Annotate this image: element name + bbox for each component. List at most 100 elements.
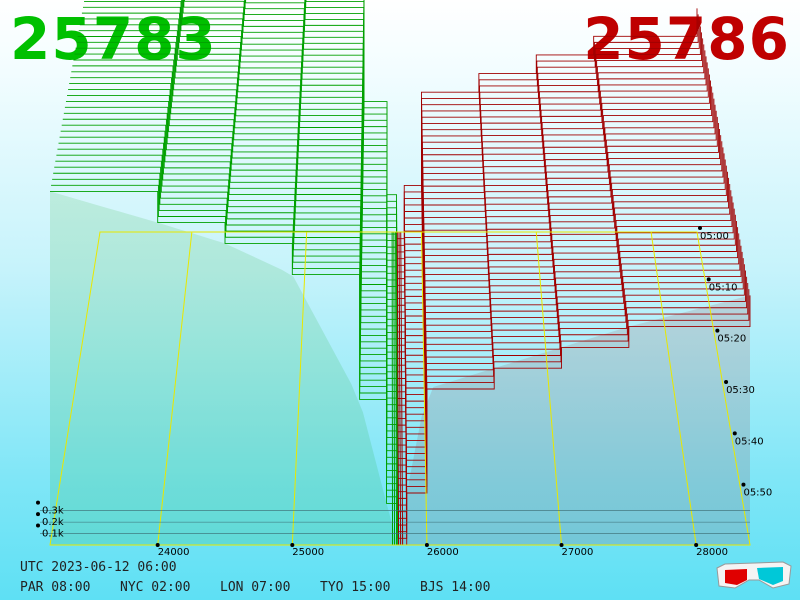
x-tick-dot: [155, 543, 160, 547]
spread-spine: [400, 231, 404, 546]
3d-glasses-icon[interactable]: [713, 560, 793, 592]
ask-depth-line: [397, 92, 714, 326]
time-tick-dot: [715, 328, 720, 333]
time-tick-label: 05:10: [709, 282, 738, 293]
ask-depth-line: [397, 50, 706, 280]
ask-depth-line: [397, 56, 707, 286]
ask-depth-line: [397, 165, 727, 406]
ask-depth-line: [397, 220, 737, 466]
zone-tyo: TYO 15:00: [320, 580, 391, 595]
time-tick-dot: [724, 379, 729, 384]
zone-nyc: NYC 02:00: [120, 580, 191, 595]
ask-depth-line: [396, 8, 698, 233]
ask-depth-line: [398, 295, 751, 546]
ask-depth-line: [398, 276, 748, 526]
time-tick-label: 05:50: [743, 488, 772, 499]
x-tick-dot: [694, 543, 699, 547]
ask-depth-line: [397, 171, 728, 413]
ask-depth-line: [397, 38, 704, 266]
floor-grid: [49, 231, 751, 546]
grid-line: [157, 231, 193, 546]
zone-par: PAR 08:00: [20, 580, 91, 595]
x-tick-label: 26000: [427, 547, 459, 558]
ask-price: 25786: [583, 5, 790, 73]
time-tick-label: 05:00: [700, 231, 729, 242]
time-tick-dot: [732, 431, 737, 436]
ask-depth-line: [397, 80, 711, 313]
time-tick-dot: [706, 277, 711, 282]
time-tick-label: 05:30: [726, 385, 755, 396]
ask-depth-line: [397, 122, 719, 359]
ask-depth-line: [397, 239, 741, 486]
y-tick-dot: [36, 512, 40, 517]
ask-depth-line: [397, 214, 736, 459]
ask-depth-line: [397, 74, 710, 306]
spread-spine: [395, 231, 398, 546]
ask-depth-line: [397, 227, 739, 473]
ask-depth-line: [397, 62, 708, 293]
ask-depth-line: [397, 177, 730, 419]
ask-depth-line: [397, 116, 718, 353]
grid-line: [535, 231, 563, 546]
y-tick-dot: [36, 523, 40, 528]
ask-depth-line: [397, 44, 705, 273]
ask-depth-line: [397, 208, 735, 453]
time-tick-dot: [698, 226, 702, 230]
x-tick-label: 28000: [696, 547, 728, 558]
ask-depth-line: [397, 129, 721, 366]
time-tick-dot: [741, 482, 746, 487]
grid-line: [291, 231, 308, 546]
ask-depth-line: [397, 159, 726, 399]
y-tick-dot: [36, 500, 40, 505]
ask-depth-line: [397, 68, 709, 300]
y-tick-label: 0.1k: [42, 529, 64, 540]
ask-depth-line: [397, 153, 725, 393]
y-tick-label: 0.3k: [42, 506, 64, 517]
zone-bjs: BJS 14:00: [420, 580, 491, 595]
ask-area: [398, 295, 750, 545]
ask-depth-line: [397, 233, 740, 479]
ask-depth-line: [397, 202, 734, 446]
bid-area: [50, 191, 398, 545]
ask-depth-line: [397, 147, 724, 386]
x-tick-label: 24000: [158, 547, 190, 558]
spread-spine: [396, 231, 400, 546]
ask-depth-line: [398, 289, 750, 539]
ask-depth-line: [397, 135, 722, 373]
x-tick-dot: [559, 543, 564, 547]
utc-time: UTC 2023-06-12 06:00: [20, 560, 177, 575]
timezone-list: PAR 08:00 NYC 02:00 LON 07:00 TYO 15:00 …: [20, 580, 490, 595]
x-tick-label: 25000: [292, 547, 324, 558]
ask-depth-line: [397, 190, 732, 433]
ask-depth-line: [396, 14, 699, 240]
bid-depth-line: [50, 190, 399, 545]
time-tick-label: 05:40: [735, 436, 764, 447]
ask-depth-line: [397, 141, 723, 379]
zone-lon: LON 07:00: [220, 580, 291, 595]
grid-line: [420, 231, 428, 546]
ask-depth-line: [397, 104, 716, 340]
x-tick-dot: [424, 543, 429, 547]
y-tick-label: 0.2k: [42, 517, 64, 528]
ask-depth-line: [397, 264, 745, 513]
ask-depth-line: [397, 98, 715, 333]
ask-depth-line: [396, 32, 702, 260]
ask-depth-line: [397, 251, 743, 499]
ask-depth-line: [397, 196, 733, 439]
ask-depth-line: [397, 258, 744, 506]
ask-depth-line: [398, 270, 746, 519]
x-tick-dot: [290, 543, 295, 547]
ask-depth-line: [396, 20, 700, 246]
ask-depth-line: [397, 184, 731, 426]
ask-depth-line: [397, 245, 742, 493]
ask-depth-line: [398, 282, 749, 533]
time-tick-label: 05:20: [717, 334, 746, 345]
spread-spine: [398, 231, 402, 546]
grid-line: [650, 231, 697, 546]
ask-depth-line: [397, 110, 717, 346]
x-tick-label: 27000: [562, 547, 594, 558]
spread-spine: [393, 231, 396, 546]
ask-depth-line: [397, 86, 713, 320]
ask-depth-line: [396, 26, 701, 253]
